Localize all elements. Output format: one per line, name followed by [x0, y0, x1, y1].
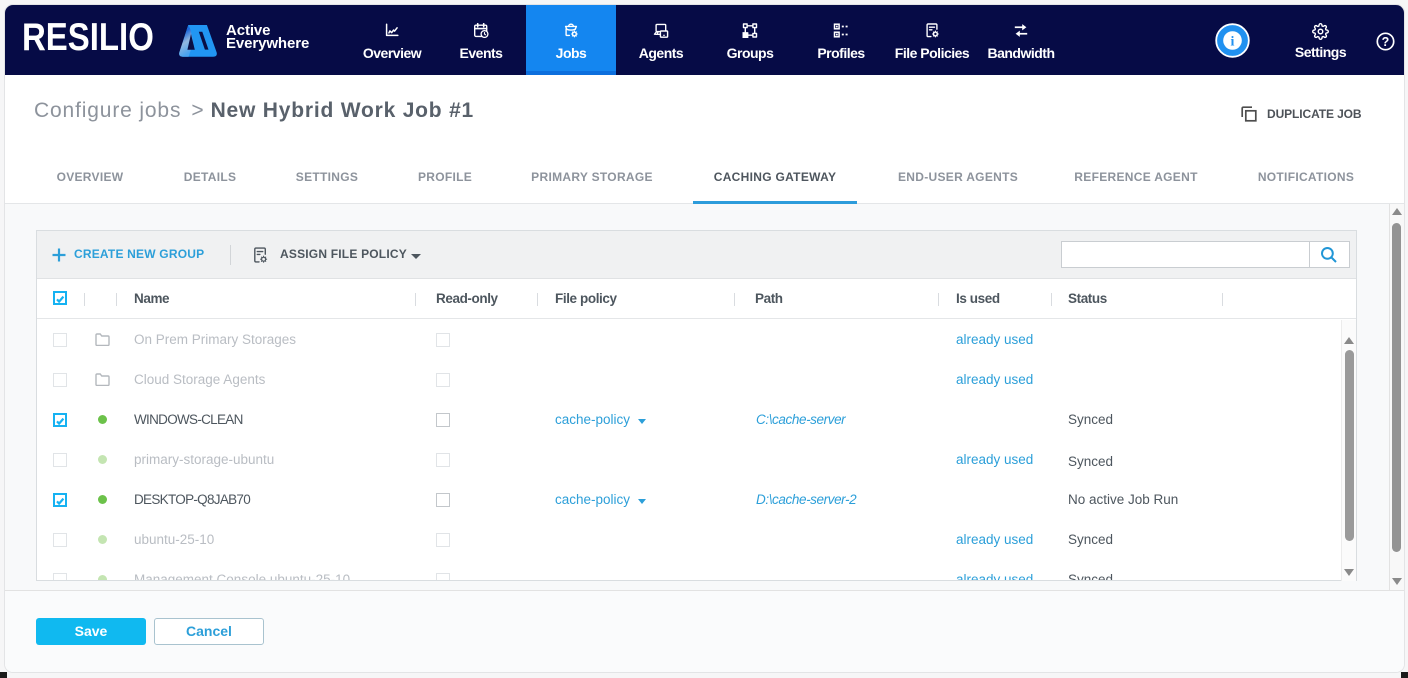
svg-text:i: i: [1231, 34, 1235, 49]
svg-text:?: ?: [1382, 35, 1390, 49]
